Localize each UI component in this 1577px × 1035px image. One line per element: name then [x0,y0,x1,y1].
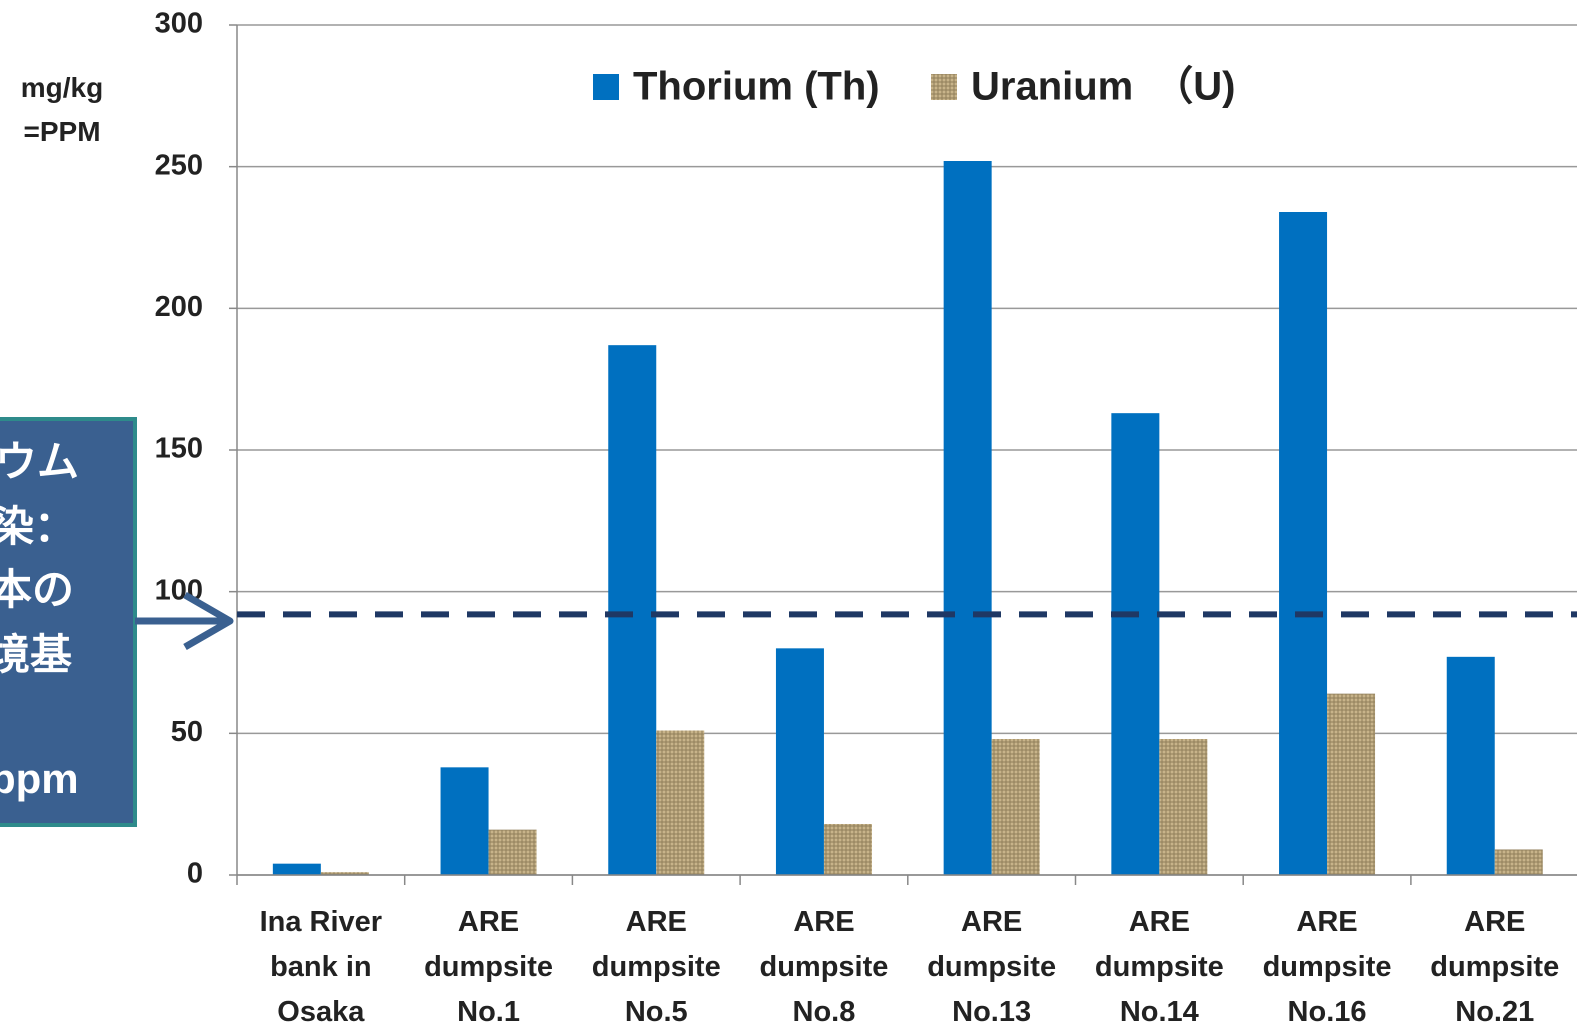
annotation-text: ウム [0,438,79,485]
y-tick-label: 0 [187,858,203,890]
y-tick-label: 50 [171,716,203,748]
bar [1279,212,1328,875]
annotation-arrow [135,591,234,651]
y-axis-label: =PPM [23,116,101,147]
bar [1446,656,1495,875]
legend-swatch [931,74,957,100]
bar [1494,849,1543,875]
annotation-box [0,417,137,827]
bar [488,829,537,875]
x-tick-label: ARE dumpsite No.13 [927,906,1057,1028]
annotation-text: 染： [0,503,76,550]
bar [991,739,1040,875]
bar [320,872,369,875]
bar [1327,693,1376,875]
bar [1159,739,1208,875]
legend-label: Uranium （U) [971,65,1235,109]
annotation-text: 本の [0,566,74,613]
bar [943,161,992,875]
x-tick-label: ARE dumpsite No.21 [1430,906,1560,1028]
annotation-text: 境基 [0,631,72,678]
x-tick-label: ARE dumpsite No.1 [424,906,553,1028]
x-tick-label: Ina River bank in Osaka [259,906,383,1028]
legend-label: Thorium (Th) [633,65,880,109]
y-tick-label: 300 [155,8,203,40]
bar [272,863,321,875]
bar [775,648,824,875]
bar [1111,413,1160,875]
legend-swatch [593,74,619,100]
x-tick-label: ARE dumpsite No.16 [1262,906,1392,1028]
y-tick-label: 200 [155,291,203,323]
y-tick-label: 250 [155,149,203,181]
bar [608,345,657,876]
bar [656,730,705,875]
bar [823,824,872,875]
x-tick-label: ARE dumpsite No.5 [591,906,721,1028]
x-tick-label: ARE dumpsite No.8 [759,906,889,1028]
annotation-text: ppm [0,755,79,802]
y-axis-label: mg/kg [20,72,104,103]
bar [440,767,489,875]
x-tick-label: ARE dumpsite No.14 [1094,906,1224,1028]
y-tick-label: 150 [155,433,203,465]
